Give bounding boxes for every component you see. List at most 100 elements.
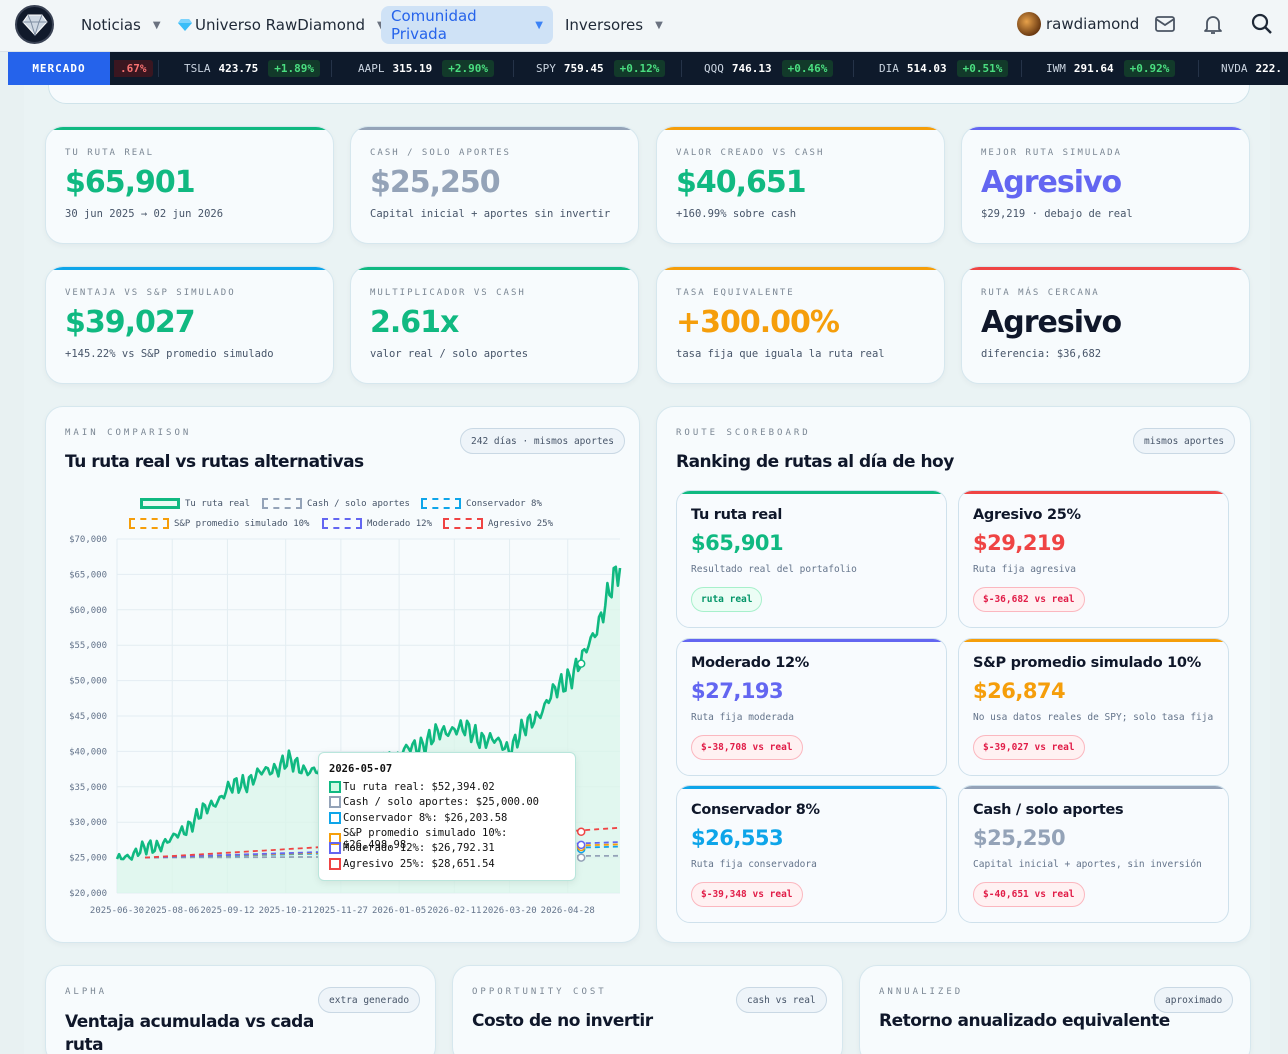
stat-label: VENTAJA VS S&P SIMULADO: [65, 288, 236, 298]
top-navbar: Noticias ▼ Universo RawDiamond ▼ Comunidad…: [0, 0, 1288, 52]
brand-logo[interactable]: [15, 5, 54, 44]
ticker-symbol: DIA: [879, 62, 899, 75]
legend-label: Tu ruta real: [185, 498, 251, 509]
ticker-item[interactable]: AAPL 315.19 +2.90%: [358, 52, 494, 85]
route-diff-tag: $-39,348 vs real: [691, 882, 803, 907]
y-tick-label: $30,000: [69, 818, 107, 828]
card-pill: mismos aportes: [1133, 428, 1236, 454]
route-diff-tag: $-40,651 vs real: [973, 882, 1085, 907]
hover-point: [576, 840, 586, 850]
ticker-item[interactable]: SPY 759.45 +0.12%: [536, 52, 666, 85]
nav-universo[interactable]: Universo RawDiamond ▼: [168, 6, 395, 44]
nav-comunidad[interactable]: Comunidad Privada ▼: [381, 6, 553, 44]
stat-label: TASA EQUIVALENTE: [676, 288, 795, 298]
route-diff-tag: $-38,708 vs real: [691, 735, 803, 760]
ticker-symbol: IWM: [1046, 62, 1066, 75]
chevron-down-icon: ▼: [152, 19, 161, 31]
legend-item-real[interactable]: Tu ruta real: [140, 498, 250, 509]
legend-label: S&P promedio simulado 10%: [174, 518, 310, 529]
ticker-item[interactable]: NVDA 222.: [1221, 52, 1282, 85]
bell-icon[interactable]: [1201, 12, 1225, 36]
stat-accent-bar: [657, 267, 944, 270]
stat-card: MULTIPLICADOR VS CASH 2.61x valor real / s…: [350, 266, 639, 384]
y-tick-label: $35,000: [69, 783, 107, 793]
legend-item-agresivo[interactable]: Agresivo 25%: [443, 518, 553, 529]
search-icon[interactable]: [1250, 12, 1274, 36]
nav-item-label: Inversores: [565, 16, 644, 34]
route-card[interactable]: Cash / solo aportes $25,250 Capital inicia…: [958, 785, 1229, 923]
tooltip-swatch: [329, 781, 341, 793]
stat-sub: tasa fija que iguala la ruta real: [676, 348, 885, 360]
stat-card: VENTAJA VS S&P SIMULADO $39,027 +145.22% v…: [45, 266, 334, 384]
y-tick-label: $70,000: [69, 535, 107, 545]
stat-sub: 30 jun 2025 → 02 jun 2026: [65, 208, 224, 220]
route-card[interactable]: Moderado 12% $27,193 Ruta fija moderada $-3…: [676, 638, 947, 776]
card-title: Tu ruta real vs rutas alternativas: [65, 452, 364, 472]
ticker-change: .67%: [114, 60, 153, 77]
stat-label: TU RUTA REAL: [65, 148, 155, 158]
stat-sub: $29,219 · debajo de real: [981, 208, 1133, 220]
y-tick-label: $65,000: [69, 570, 107, 580]
card-title: Ventaja acumulada vs cada ruta: [65, 1012, 314, 1054]
legend-swatch: [262, 498, 302, 509]
route-card[interactable]: S&P promedio simulado 10% $26,874 No usa d…: [958, 638, 1229, 776]
diamond-logo-icon: [21, 14, 48, 36]
route-value: $26,874: [973, 679, 1066, 703]
stat-label: RUTA MÁS CERCANA: [981, 288, 1100, 298]
stat-sub: valor real / solo aportes: [370, 348, 529, 360]
tooltip-row: Moderado 12%: $26,792.31: [329, 842, 495, 855]
route-name: Moderado 12%: [691, 655, 810, 671]
route-card[interactable]: Conservador 8% $26,553 Ruta fija conservad…: [676, 785, 947, 923]
ticker-item[interactable]: IWM 291.64 +0.92%: [1046, 52, 1176, 85]
annualized-card: ANNUALIZED Retorno anualizado equivalent…: [859, 965, 1251, 1054]
ticker-item[interactable]: QQQ 746.13 +0.46%: [704, 52, 834, 85]
stat-label: MEJOR RUTA SIMULADA: [981, 148, 1122, 158]
legend-item-sp[interactable]: S&P promedio simulado 10%: [129, 518, 309, 529]
ticker-label: MERCADO: [8, 52, 110, 85]
card-pill: cash vs real: [736, 987, 827, 1013]
nav-noticias[interactable]: Noticias ▼: [71, 6, 171, 44]
ticker-symbol: AAPL: [358, 62, 385, 75]
user-menu[interactable]: rawdiamond: [1017, 12, 1139, 36]
avatar: [1017, 12, 1041, 36]
stat-value: 2.61x: [370, 305, 459, 340]
ticker-price: 514.03: [906, 62, 947, 75]
x-tick-label: 2025-11-27: [314, 906, 368, 916]
stat-card: VALOR CREADO VS CASH $40,651 +160.99% sobr…: [656, 126, 945, 244]
x-tick-label: 2025-10-21: [259, 906, 313, 916]
route-diff-tag: ruta real: [691, 587, 763, 612]
ticker-item[interactable]: TSLA 423.75 +1.89%: [184, 52, 320, 85]
nav-inversores[interactable]: Inversores ▼: [555, 6, 673, 44]
card-pill: 242 días · mismos aportes: [460, 428, 625, 454]
username: rawdiamond: [1046, 15, 1140, 33]
y-tick-label: $45,000: [69, 712, 107, 722]
gem-icon: [178, 19, 192, 31]
ticker-item[interactable]: DIA 514.03 +0.51%: [879, 52, 1009, 85]
tooltip-text: Agresivo 25%: $28,651.54: [343, 857, 495, 870]
mail-icon[interactable]: [1153, 12, 1177, 36]
route-description: No usa datos reales de SPY; solo tasa fi…: [973, 712, 1214, 723]
chevron-down-icon: ▼: [655, 19, 663, 31]
stat-value: $65,901: [65, 165, 196, 200]
card-eyebrow: ANNUALIZED: [879, 987, 964, 997]
x-tick-label: 2026-04-28: [541, 906, 595, 916]
route-card[interactable]: Tu ruta real $65,901 Resultado real del po…: [676, 490, 947, 628]
ticker-change: +0.46%: [781, 60, 834, 77]
legend-item-cash[interactable]: Cash / solo aportes: [262, 498, 410, 509]
legend-item-moderado[interactable]: Moderado 12%: [322, 518, 432, 529]
stat-card: TU RUTA REAL $65,901 30 jun 2025 → 02 jun …: [45, 126, 334, 244]
legend-label: Moderado 12%: [367, 518, 433, 529]
card-eyebrow: MAIN COMPARISON: [65, 428, 192, 438]
ticker-change: +1.89%: [268, 60, 320, 77]
y-tick-label: $25,000: [69, 854, 107, 864]
legend-item-conservador[interactable]: Conservador 8%: [421, 498, 542, 509]
ticker-change: +0.92%: [1123, 60, 1176, 77]
route-value: $27,193: [691, 679, 784, 703]
route-description: Ruta fija conservadora: [691, 859, 817, 870]
route-card[interactable]: Agresivo 25% $29,219 Ruta fija agresiva $-3…: [958, 490, 1229, 628]
legend-swatch: [421, 498, 461, 509]
route-description: Ruta fija moderada: [691, 712, 794, 723]
ticker-change: +0.12%: [613, 60, 666, 77]
legend-swatch: [140, 498, 180, 509]
y-tick-label: $50,000: [69, 677, 107, 687]
